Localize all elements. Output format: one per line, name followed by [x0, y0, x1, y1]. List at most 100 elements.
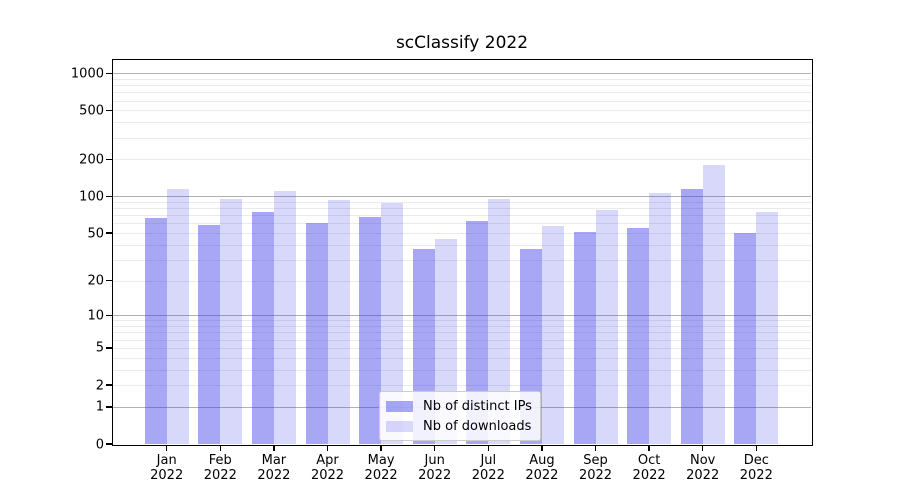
x-label-year: 2022 — [203, 468, 237, 483]
bar-ips-jul — [466, 220, 489, 444]
x-axis-tick-label: Apr 2022 — [296, 453, 360, 483]
minor-gridline — [113, 110, 811, 112]
minor-gridline — [113, 320, 811, 322]
y-axis-tick-label: 100 — [79, 189, 104, 205]
x-axis-tick — [648, 445, 650, 451]
minor-gridline — [113, 208, 811, 210]
x-label-month: Nov — [690, 453, 716, 468]
bar-downloads-nov — [702, 164, 725, 444]
minor-gridline — [113, 233, 811, 235]
x-label-year: 2022 — [418, 468, 452, 483]
legend: Nb of distinct IPs Nb of downloads — [379, 391, 541, 441]
x-label-month: Sep — [583, 453, 608, 468]
x-axis-tick — [165, 445, 168, 451]
y-axis-tick — [106, 443, 113, 445]
plot-area: Nb of distinct IPs Nb of downloads — [113, 60, 811, 444]
minor-gridline — [113, 357, 811, 359]
y-axis-tick-label: 5 — [95, 340, 104, 356]
bar-ips-mar — [251, 211, 274, 444]
minor-gridline — [113, 347, 811, 349]
legend-row: Nb of downloads — [386, 417, 532, 436]
x-label-year: 2022 — [364, 468, 398, 483]
x-axis-tick-label: Feb 2022 — [188, 453, 252, 483]
major-gridline — [113, 73, 811, 75]
x-label-month: Oct — [637, 453, 661, 468]
minor-gridline — [113, 137, 811, 139]
x-axis-tick — [326, 445, 329, 451]
x-axis-tick — [219, 445, 222, 451]
y-axis-tick — [106, 347, 113, 349]
y-axis-tick-label: 50 — [87, 226, 104, 242]
x-axis-tick — [541, 445, 543, 451]
bar-downloads-apr — [327, 200, 350, 444]
minor-gridline — [113, 339, 811, 341]
x-axis-tick-label: Dec 2022 — [724, 453, 788, 483]
y-axis-tick-label: 500 — [79, 103, 104, 119]
x-label-year: 2022 — [257, 468, 291, 483]
legend-swatch-downloads — [386, 421, 413, 432]
bar-downloads-feb — [220, 199, 243, 444]
y-axis-tick — [106, 232, 113, 234]
minor-gridline — [113, 385, 811, 387]
minor-gridline — [113, 92, 811, 94]
x-label-month: May — [367, 453, 395, 468]
bar-ips-feb — [198, 225, 221, 444]
minor-gridline — [113, 215, 811, 217]
x-axis-tick — [755, 445, 758, 451]
y-axis-tick — [106, 195, 113, 198]
minor-gridline — [113, 332, 811, 334]
bar-ips-may — [359, 216, 382, 444]
minor-gridline — [113, 280, 811, 282]
y-axis-tick — [106, 72, 113, 75]
bar-ips-nov — [680, 188, 703, 444]
bar-ips-dec — [734, 233, 757, 444]
legend-label: Nb of distinct IPs — [423, 399, 532, 414]
x-label-year: 2022 — [310, 468, 345, 483]
major-gridline — [113, 196, 811, 198]
x-label-year: 2022 — [632, 468, 666, 483]
x-label-year: 2022 — [525, 468, 559, 483]
y-axis-tick-label: 1 — [95, 399, 104, 415]
bar-downloads-dec — [756, 211, 779, 444]
bar-downloads-may — [381, 203, 404, 444]
minor-gridline — [113, 223, 811, 225]
minor-gridline — [113, 259, 811, 261]
minor-gridline — [113, 122, 811, 124]
y-axis-tick-label: 10 — [87, 308, 104, 324]
y-axis-tick — [106, 158, 113, 161]
x-label-year: 2022 — [686, 468, 720, 483]
y-axis-tick — [106, 314, 113, 317]
x-label-year: 2022 — [471, 468, 505, 483]
bar-ips-jan — [144, 218, 167, 444]
legend-swatch-ips — [386, 401, 413, 412]
bar-downloads-mar — [273, 191, 296, 444]
x-axis-tick — [380, 445, 382, 451]
minor-gridline — [113, 78, 811, 80]
x-axis-tick — [487, 445, 490, 451]
major-gridline — [113, 315, 811, 317]
legend-row: Nb of distinct IPs — [386, 397, 532, 416]
x-axis-tick-label: Nov 2022 — [671, 453, 735, 483]
x-axis-tick-label: May 2022 — [349, 453, 413, 483]
y-axis-tick — [106, 109, 113, 112]
bar-ips-sep — [573, 232, 596, 444]
x-label-month: Apr — [316, 453, 339, 468]
x-label-month: Jun — [424, 453, 445, 468]
x-axis-tick — [433, 445, 436, 451]
minor-gridline — [113, 201, 811, 203]
y-axis-tick-label: 1000 — [70, 66, 104, 82]
x-label-month: Aug — [529, 453, 555, 468]
x-axis-tick — [273, 445, 275, 451]
bar-downloads-jul — [488, 199, 511, 444]
minor-gridline — [113, 326, 811, 328]
x-label-month: Jan — [156, 453, 177, 468]
x-label-month: Dec — [743, 453, 769, 468]
x-axis-tick-label: Jun 2022 — [403, 453, 467, 483]
minor-gridline — [113, 85, 811, 87]
x-axis-tick-label: Jan 2022 — [135, 453, 199, 483]
minor-gridline — [113, 100, 811, 102]
y-axis-tick-label: 0 — [95, 437, 104, 452]
y-axis-tick — [106, 384, 113, 386]
chart-title: scClassify 2022 — [395, 33, 529, 53]
